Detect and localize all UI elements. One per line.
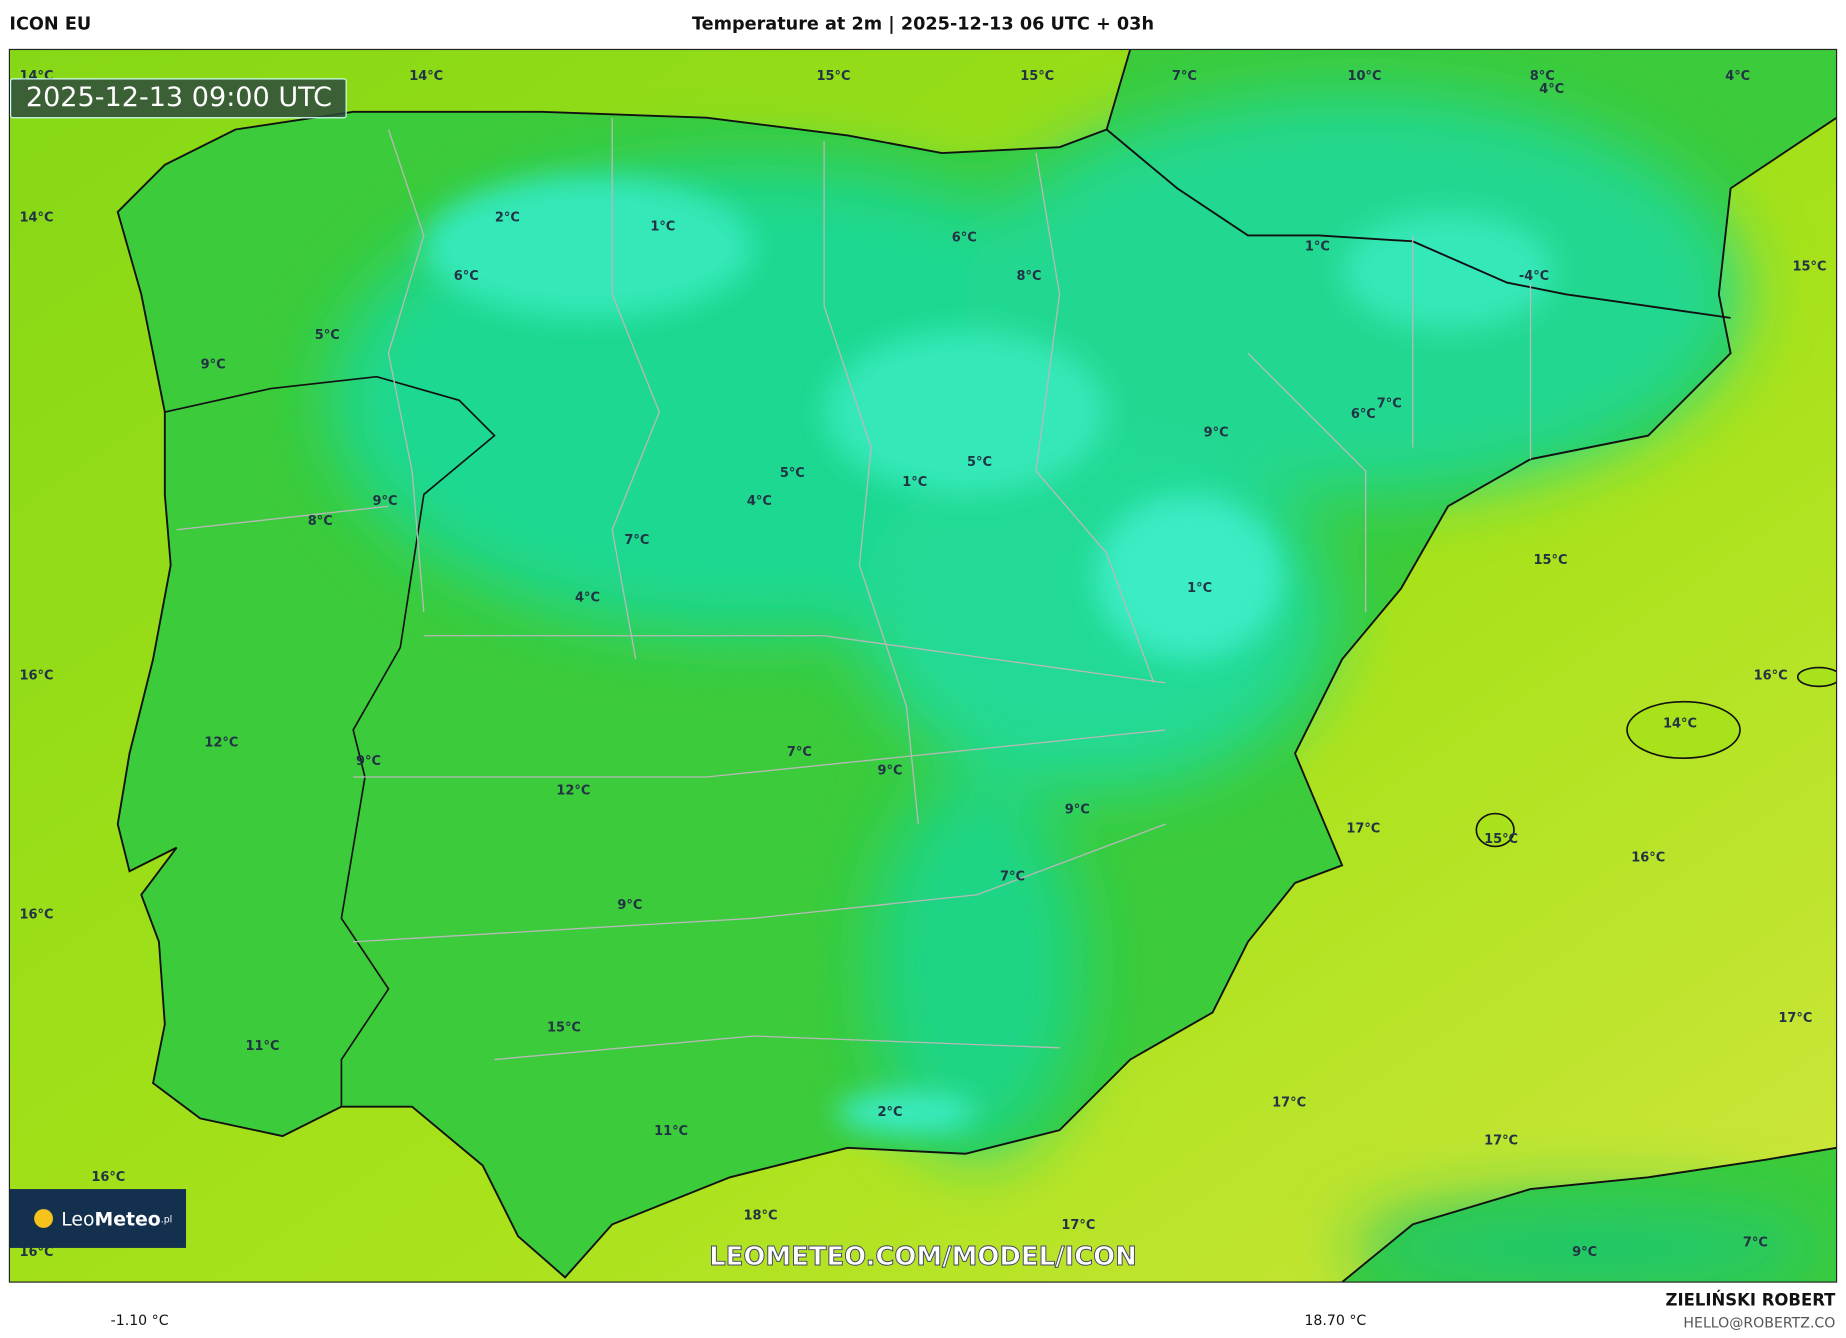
- colorbar-min: -1.10 °C: [111, 1313, 169, 1329]
- map-area: 14°C 14°C 15°C 15°C 7°C 10°C 8°C4°C4°C14°C 2°C1…: [9, 49, 1837, 1283]
- temperature-label: 9°C: [1572, 1245, 1597, 1260]
- temperature-label: 1°C: [650, 220, 675, 235]
- temperature-label: 7°C: [787, 745, 812, 760]
- temperature-label: -4°C: [1519, 269, 1549, 284]
- temperature-label: 11°C: [246, 1039, 280, 1054]
- temperature-label: 15°C: [1020, 69, 1054, 84]
- temperature-label: 9°C: [1065, 802, 1090, 817]
- temperature-label: 5°C: [315, 328, 340, 343]
- temperature-label: 4°C: [575, 591, 600, 606]
- temperature-label: 12°C: [204, 735, 238, 750]
- temperature-label: 1°C: [1187, 581, 1212, 596]
- logo-suffix: .pl: [161, 1214, 173, 1225]
- temperature-label: 10°C: [1348, 69, 1382, 84]
- temperature-label: 9°C: [1204, 426, 1229, 441]
- temperature-label: 15°C: [1484, 832, 1518, 847]
- temperature-label: 5°C: [967, 455, 992, 470]
- temperature-label: 8°C: [1016, 269, 1041, 284]
- temperature-label: 17°C: [1778, 1011, 1812, 1026]
- temperature-label: 18°C: [744, 1209, 778, 1224]
- temperature-label: 16°C: [91, 1170, 125, 1185]
- temperature-label: 16°C: [1631, 851, 1665, 866]
- author: ZIELIŃSKI ROBERT: [1666, 1290, 1837, 1309]
- logo-light: Leo: [61, 1209, 94, 1230]
- temperature-label: 9°C: [372, 494, 397, 509]
- watermark: LEOMETEO.COM/MODEL/ICON: [709, 1242, 1137, 1272]
- temperature-label: 5°C: [780, 466, 805, 481]
- temperature-label: 15°C: [817, 69, 851, 84]
- temperature-label: 15°C: [1534, 553, 1568, 568]
- logo-bold: Meteo: [94, 1209, 160, 1230]
- temperature-label: 1°C: [902, 475, 927, 490]
- colorbar-max: 18.70 °C: [1304, 1313, 1366, 1329]
- temperature-label: 9°C: [356, 754, 381, 769]
- temperature-label: 11°C: [654, 1124, 688, 1139]
- temperature-label: 17°C: [1484, 1133, 1518, 1148]
- temperature-label: 9°C: [617, 898, 642, 913]
- temperature-label: 15°C: [1793, 260, 1827, 275]
- temperature-label: 7°C: [624, 533, 649, 548]
- temperature-label: 16°C: [1754, 668, 1788, 683]
- temperature-label: 8°C: [308, 514, 333, 529]
- temperature-label: 6°C: [454, 269, 479, 284]
- temperature-label: 8°C: [1530, 69, 1555, 84]
- temperature-label: 4°C: [747, 494, 772, 509]
- temperature-label: 1°C: [1305, 240, 1330, 255]
- temperature-label: 9°C: [201, 357, 226, 372]
- temperature-label: 14°C: [409, 69, 443, 84]
- email: HELLO@ROBERTZ.CO: [1683, 1315, 1835, 1331]
- admin-borders: [176, 117, 1532, 1061]
- temperature-label: 15°C: [547, 1020, 581, 1035]
- temperature-label: 17°C: [1061, 1218, 1095, 1233]
- temperature-label: 4°C: [1539, 82, 1564, 97]
- temperature-label: 4°C: [1725, 69, 1750, 84]
- temperature-label: 7°C: [1000, 870, 1025, 885]
- temperature-label: 6°C: [952, 230, 977, 245]
- temperature-labels: 14°C 14°C 15°C 15°C 7°C 10°C 8°C4°C4°C14°C 2°C1…: [20, 69, 1827, 1260]
- temperature-label: 9°C: [878, 764, 903, 779]
- temperature-label: 16°C: [20, 907, 54, 922]
- temperature-label: 16°C: [20, 668, 54, 683]
- map-title: Temperature at 2m | 2025-12-13 06 UTC + …: [692, 15, 1154, 35]
- temperature-label: 7°C: [1172, 69, 1197, 84]
- temperature-label: 12°C: [556, 784, 590, 799]
- temperature-label: 17°C: [1346, 821, 1380, 836]
- temperature-label: 16°C: [20, 1245, 54, 1260]
- temperature-label: 2°C: [878, 1105, 903, 1120]
- timestamp: 2025-12-13 09:00 UTC: [26, 82, 332, 113]
- temperature-label: 14°C: [1663, 717, 1697, 732]
- temperature-label: 14°C: [20, 210, 54, 225]
- model-name: ICON EU: [9, 15, 91, 35]
- temperature-label: 7°C: [1377, 396, 1402, 411]
- logo: LeoMeteo.pl: [61, 1209, 172, 1230]
- temperature-label: 7°C: [1743, 1236, 1768, 1251]
- temperature-label: 17°C: [1272, 1096, 1306, 1111]
- temperature-label: 2°C: [495, 210, 520, 225]
- temperature-label: 6°C: [1351, 407, 1376, 422]
